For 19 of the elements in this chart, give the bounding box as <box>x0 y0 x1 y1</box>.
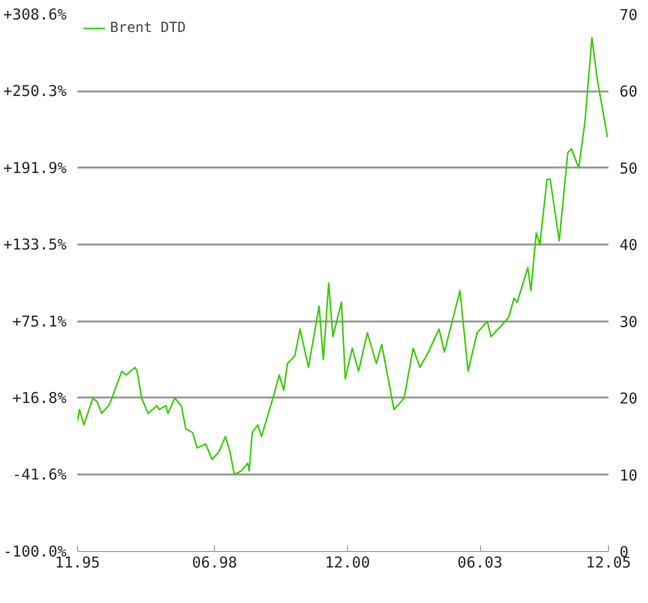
x-tick-label: 06.98 <box>192 554 238 572</box>
y2-tick-label: 30 <box>620 312 638 331</box>
y-tick-label: +75.1% <box>12 312 67 330</box>
y-tick-label: -41.6% <box>12 466 67 484</box>
y-tick-label: +191.9% <box>3 158 67 177</box>
y2-tick-label: 40 <box>620 236 638 254</box>
y2-tick-label: 20 <box>620 390 638 408</box>
x-tick-label: 06.03 <box>457 554 503 572</box>
line-series <box>78 36 608 476</box>
y2-tick-label: 10 <box>620 466 638 484</box>
y2-tick-label: 60 <box>620 82 638 101</box>
y2-tick-label: 50 <box>620 159 638 178</box>
y2-tick-label: 70 <box>620 6 638 24</box>
y-tick-label: +308.6% <box>3 6 67 24</box>
x-tick-label: 12.00 <box>324 554 370 572</box>
legend-label: Brent DTD <box>110 20 186 36</box>
y-tick-label: +16.8% <box>12 388 67 407</box>
y-tick-label: +250.3% <box>3 82 67 100</box>
y-tick-label: +133.5% <box>3 236 67 254</box>
